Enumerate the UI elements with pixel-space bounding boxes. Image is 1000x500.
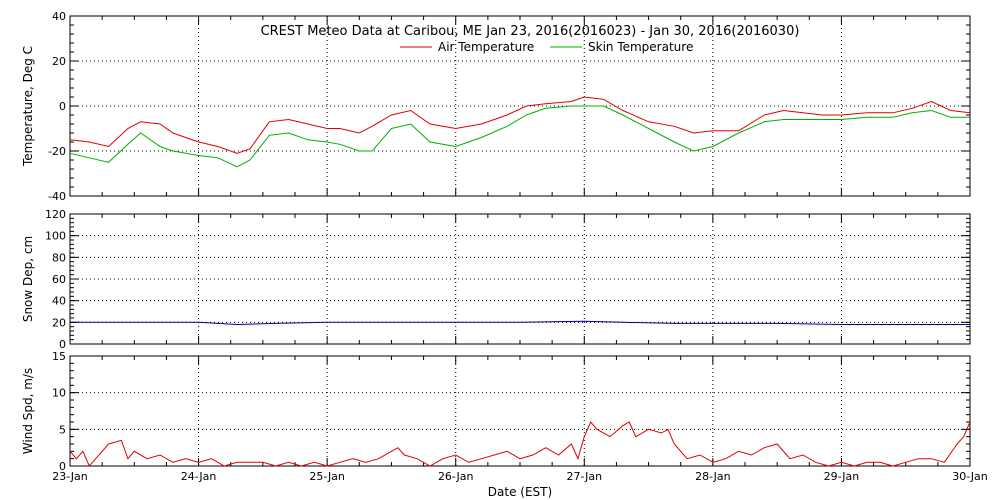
y-tick-label: -40 [48,190,66,203]
x-tick-label: 29-Jan [824,470,860,483]
y-axis-title: Snow Dep, cm [21,236,35,322]
y-tick-label: 5 [59,423,66,436]
y-tick-label: -20 [48,145,66,158]
y-axis-title: Wind Spd, m/s [21,368,35,454]
series-line-panel2 [69,421,971,467]
y-tick-label: 40 [52,295,66,308]
series-line-air-temperature [69,96,971,154]
y-tick-label: 20 [52,55,66,68]
x-tick-label: 27-Jan [567,470,603,483]
x-tick-label: 30-Jan [952,470,988,483]
y-tick-label: 15 [52,350,66,363]
series-line-skin-temperature [69,105,970,168]
legend-label: Skin Temperature [588,40,693,54]
y-tick-label: 120 [45,208,66,221]
y-tick-label: 20 [52,316,66,329]
x-axis-title: Date (EST) [488,485,552,499]
plot-frame-2 [69,355,971,467]
y-tick-label: 60 [52,273,66,286]
y-tick-label: 0 [59,100,66,113]
y-axis-title: Temperature, Deg C [21,46,35,167]
chart-title: CREST Meteo Data at Caribou, ME Jan 23, … [261,24,800,39]
y-tick-label: 10 [52,387,66,400]
y-tick-label: 0 [59,460,66,473]
x-tick-label: 25-Jan [309,470,345,483]
y-tick-label: 80 [52,251,66,264]
legend-label: Air Temperature [438,40,534,54]
x-tick-label: 26-Jan [438,470,474,483]
y-tick-label: 40 [52,10,66,23]
x-tick-label: 23-Jan [52,470,88,483]
y-tick-label: 0 [59,338,66,351]
x-tick-label: 24-Jan [181,470,217,483]
x-tick-label: 28-Jan [695,470,731,483]
y-tick-label: 100 [45,230,66,243]
series-line-panel1 [70,320,970,326]
